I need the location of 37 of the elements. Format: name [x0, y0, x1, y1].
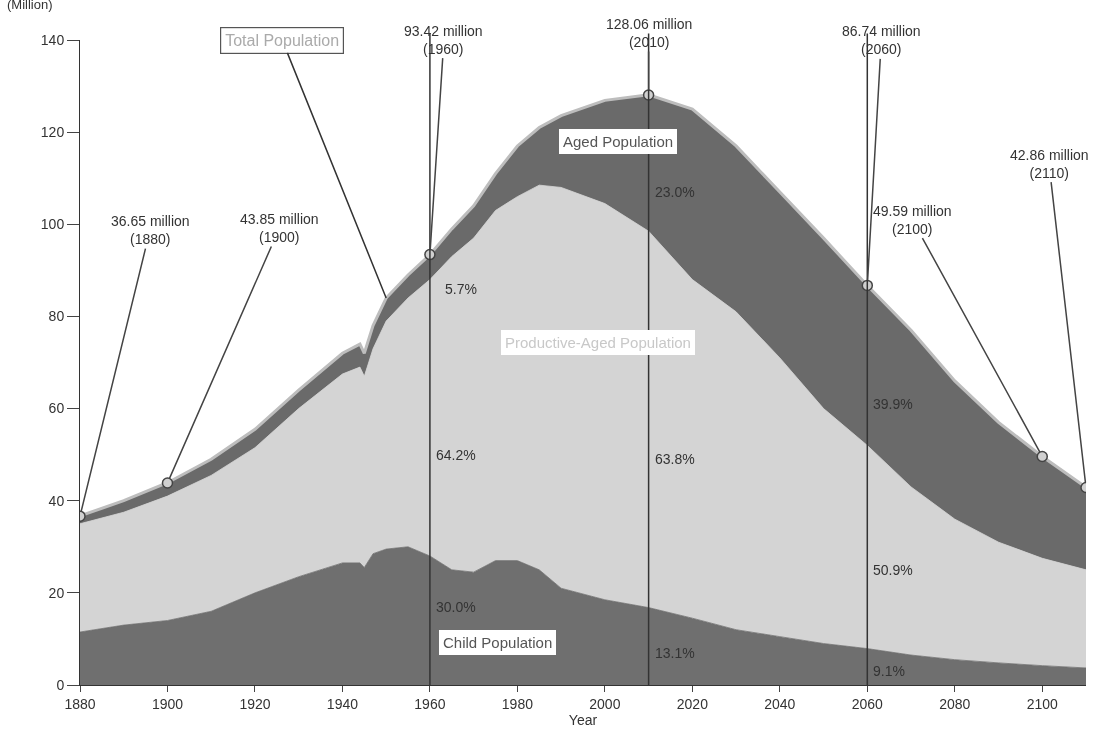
y-tick-label: 40 [48, 492, 65, 509]
x-tick-label: 1880 [64, 695, 96, 712]
x-tick-label: 2060 [851, 695, 884, 712]
x-tick-label: 1980 [501, 695, 534, 712]
annotation: 30.0% [436, 599, 476, 615]
annotation: 9.1% [873, 663, 905, 679]
y-tick-label: 0 [56, 676, 65, 693]
annotation: 50.9% [873, 562, 913, 578]
x-tick-label: 2040 [764, 695, 796, 712]
annotation: 39.9% [873, 396, 913, 412]
x-tick-label: 2080 [939, 695, 971, 712]
y-tick-label: 140 [40, 31, 65, 48]
annotation: 49.59 million (2100) [873, 203, 952, 238]
y-tick-label: 80 [48, 308, 65, 325]
annotation: Total Population [225, 32, 340, 50]
x-tick-label: 1900 [151, 695, 184, 712]
annotation: 36.65 million (1880) [111, 213, 190, 248]
annotation: 5.7% [445, 281, 477, 297]
y-tick-label: 100 [40, 216, 65, 233]
x-tick-label: 2100 [1026, 695, 1059, 712]
series-label: Child Population [443, 634, 553, 651]
annotation: 43.85 million (1900) [240, 211, 319, 246]
x-tick-label: 1960 [414, 695, 446, 712]
x-tick-label: 2000 [589, 695, 621, 712]
annotation: 13.1% [655, 645, 695, 661]
y-tick-label: 120 [40, 124, 65, 141]
annotation: 64.2% [436, 447, 476, 463]
y-tick-label: 60 [48, 400, 65, 417]
x-axis-title: Year [568, 712, 598, 729]
series-label: Aged Population [563, 133, 674, 150]
y-axis-title: (Million) [7, 0, 53, 12]
y-tick-label: 20 [48, 584, 65, 601]
annotation: 42.86 million (2110) [1010, 147, 1089, 182]
x-tick-label: 1920 [239, 695, 271, 712]
x-tick-label: 2020 [676, 695, 709, 712]
annotation: 63.8% [655, 451, 695, 467]
x-tick-label: 1940 [326, 695, 359, 712]
